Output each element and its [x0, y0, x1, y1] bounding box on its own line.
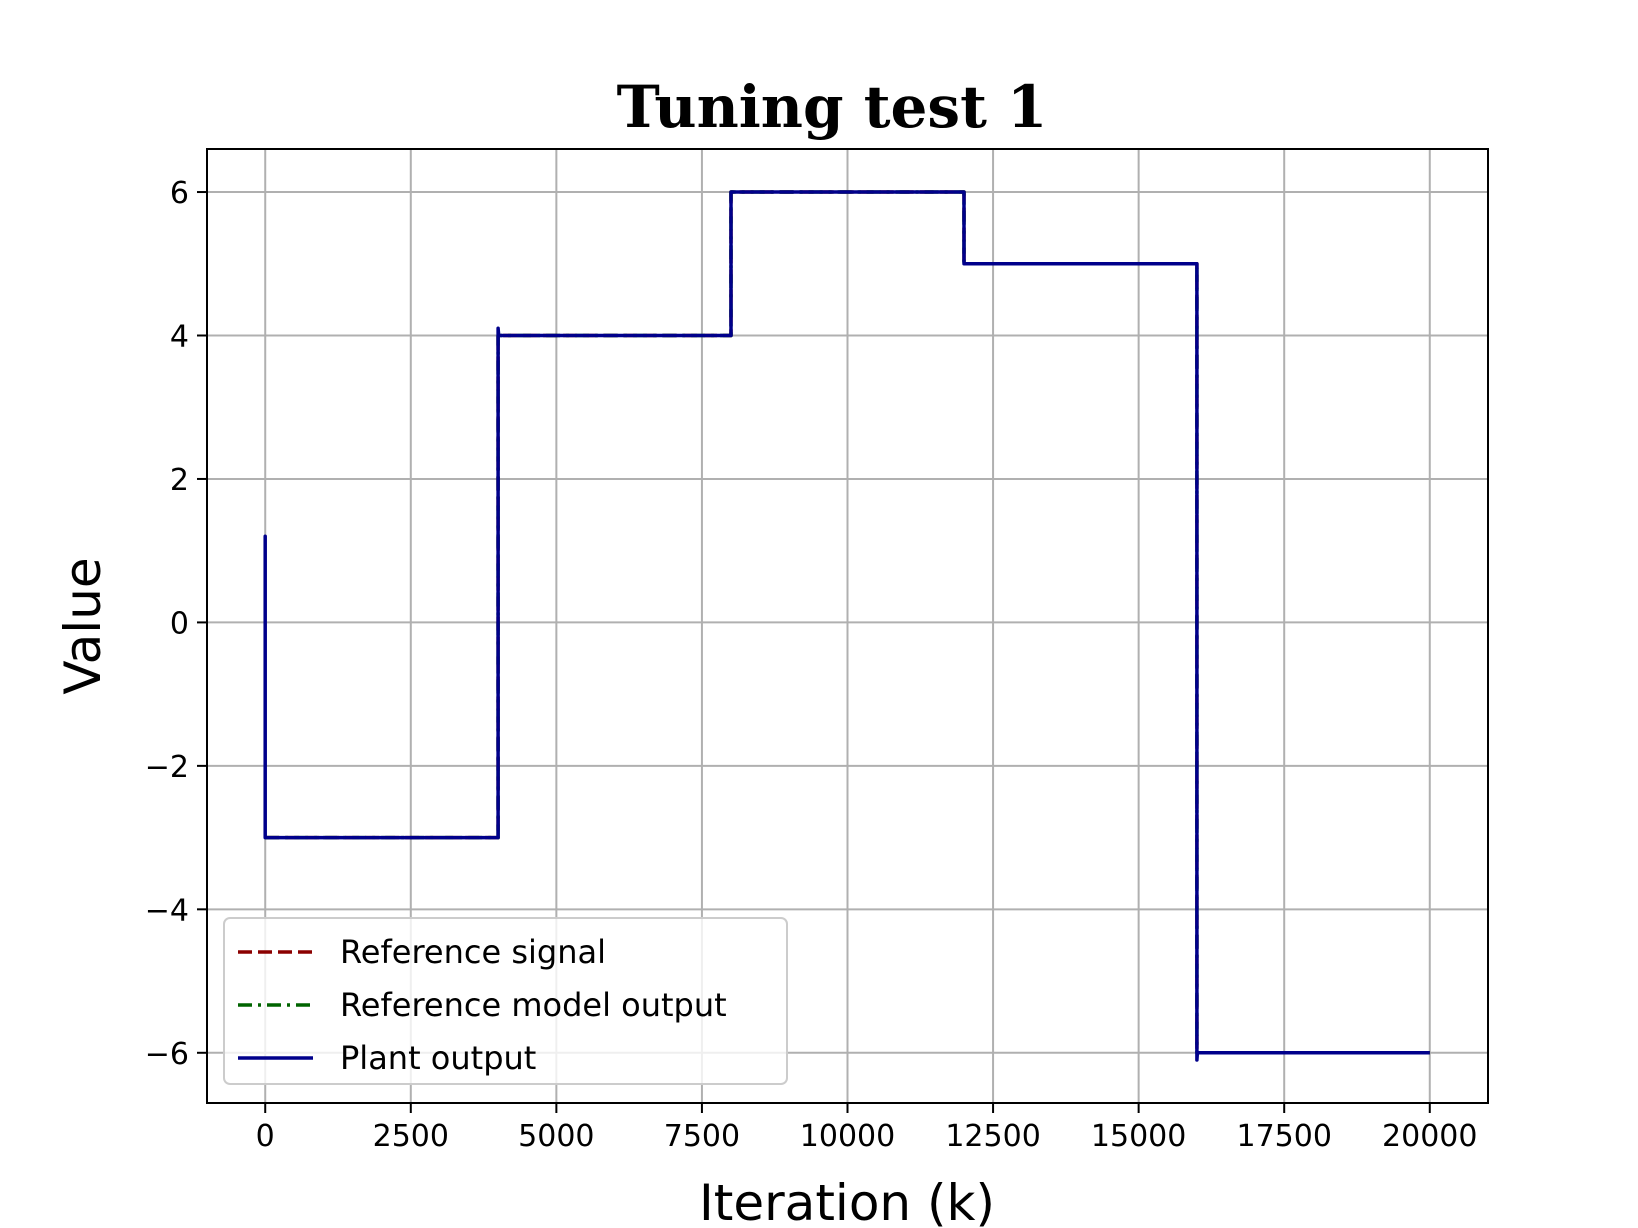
x-tick-label: 20000	[1382, 1119, 1477, 1154]
y-tick-label: 4	[170, 319, 189, 354]
legend: Reference signal Reference model output Pl…	[223, 917, 788, 1085]
y-tick-label: 6	[170, 176, 189, 211]
y-tick-label: −4	[145, 893, 189, 928]
y-axis-label: Value	[54, 557, 112, 694]
y-tick-label: −2	[145, 750, 189, 785]
x-tick-label: 2500	[373, 1119, 449, 1154]
y-tick-label: −6	[145, 1037, 189, 1072]
chart-title: Tuning test 1	[617, 73, 1048, 141]
series-layer	[263, 190, 1430, 1062]
x-tick-label: 10000	[800, 1119, 895, 1154]
legend-box	[223, 917, 788, 1085]
legend-label-1: Reference signal	[340, 933, 606, 971]
y-tick-label: 2	[170, 463, 189, 498]
legend-label-3: Plant output	[340, 1039, 536, 1077]
x-tick-label: 7500	[664, 1119, 740, 1154]
y-tick-label: 0	[170, 606, 189, 641]
series-line-3	[263, 190, 1430, 1062]
legend-label-2: Reference model output	[340, 986, 727, 1024]
x-tick-label: 0	[256, 1119, 275, 1154]
x-tick-label: 15000	[1091, 1119, 1186, 1154]
x-tick-label: 12500	[945, 1119, 1040, 1154]
x-tick-label: 17500	[1236, 1119, 1331, 1154]
x-tick-label: 5000	[518, 1119, 594, 1154]
x-axis-label: Iteration (k)	[699, 1174, 995, 1228]
ticks: 0 2500 5000 7500 10000 12500 15000 17500 20000 −6…	[145, 176, 1478, 1154]
